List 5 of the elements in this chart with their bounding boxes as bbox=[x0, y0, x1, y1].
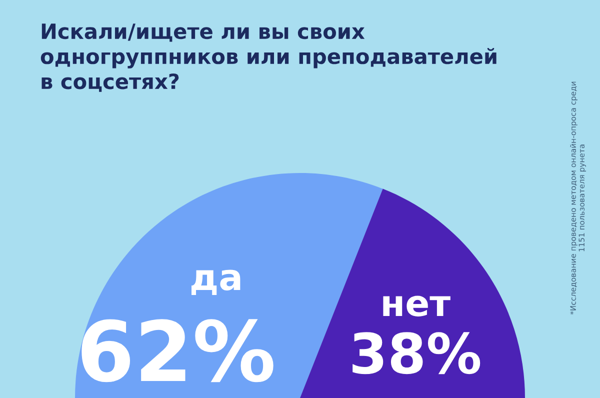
data-label: 62% bbox=[82, 319, 274, 382]
slice-label: да bbox=[192, 270, 240, 295]
chart-title: Искали/ищете ли вы своих одногруппников или преподавателей в соцсетях? bbox=[40, 24, 496, 92]
slice-label: нет bbox=[383, 296, 450, 316]
data-label: 38% bbox=[352, 332, 480, 374]
